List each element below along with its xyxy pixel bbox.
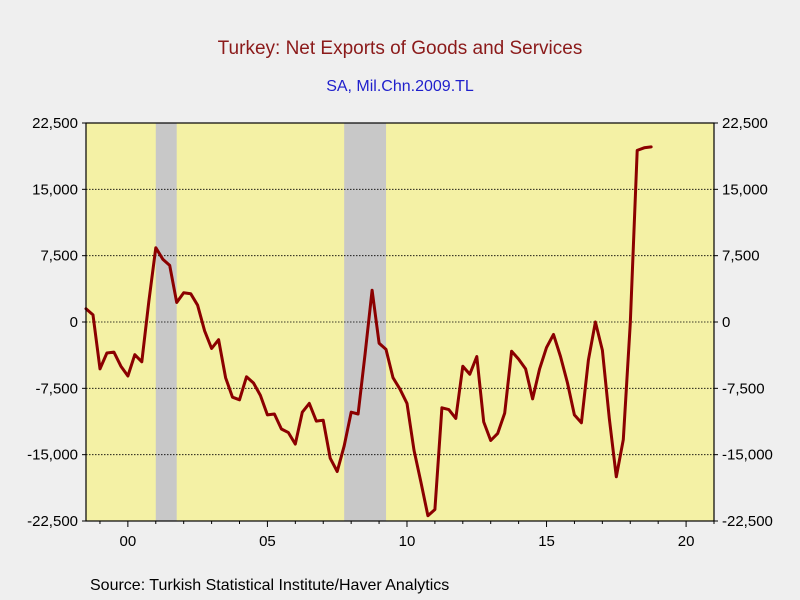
- series-layer: [84, 145, 653, 518]
- x-tick-label: 10: [399, 533, 416, 550]
- y-tick-label-left: -7,500: [35, 380, 78, 397]
- y-tick-label-right: 22,500: [722, 115, 768, 132]
- y-tick-label-left: 15,000: [32, 181, 78, 198]
- series-line: [84, 145, 653, 518]
- x-tick-label: 20: [678, 533, 695, 550]
- recession-band: [155, 123, 177, 521]
- y-tick-label-left: 0: [70, 314, 78, 331]
- y-tick-label-right: -15,000: [722, 447, 773, 464]
- y-tick-label-left: 7,500: [40, 248, 78, 265]
- y-tick-label-right: 15,000: [722, 181, 768, 198]
- y-tick-label-right: -7,500: [722, 380, 765, 397]
- y-tick-label-right: 0: [722, 314, 730, 331]
- x-tick-label: 05: [259, 533, 276, 550]
- gridlines: [86, 188, 714, 456]
- source-note: Source: Turkish Statistical Institute/Ha…: [90, 577, 450, 594]
- y-tick-label-left: -15,000: [27, 447, 78, 464]
- y-tick-label-left: 22,500: [32, 115, 78, 132]
- y-tick-label-right: -22,500: [722, 513, 773, 530]
- x-tick-label: 15: [538, 533, 555, 550]
- chart-subtitle: SA, Mil.Chn.2009.TL: [326, 78, 474, 95]
- chart-title: Turkey: Net Exports of Goods and Service…: [217, 38, 583, 59]
- y-tick-label-left: -22,500: [27, 513, 78, 530]
- y-tick-label-right: 7,500: [722, 248, 760, 265]
- x-tick-label: 00: [120, 533, 137, 550]
